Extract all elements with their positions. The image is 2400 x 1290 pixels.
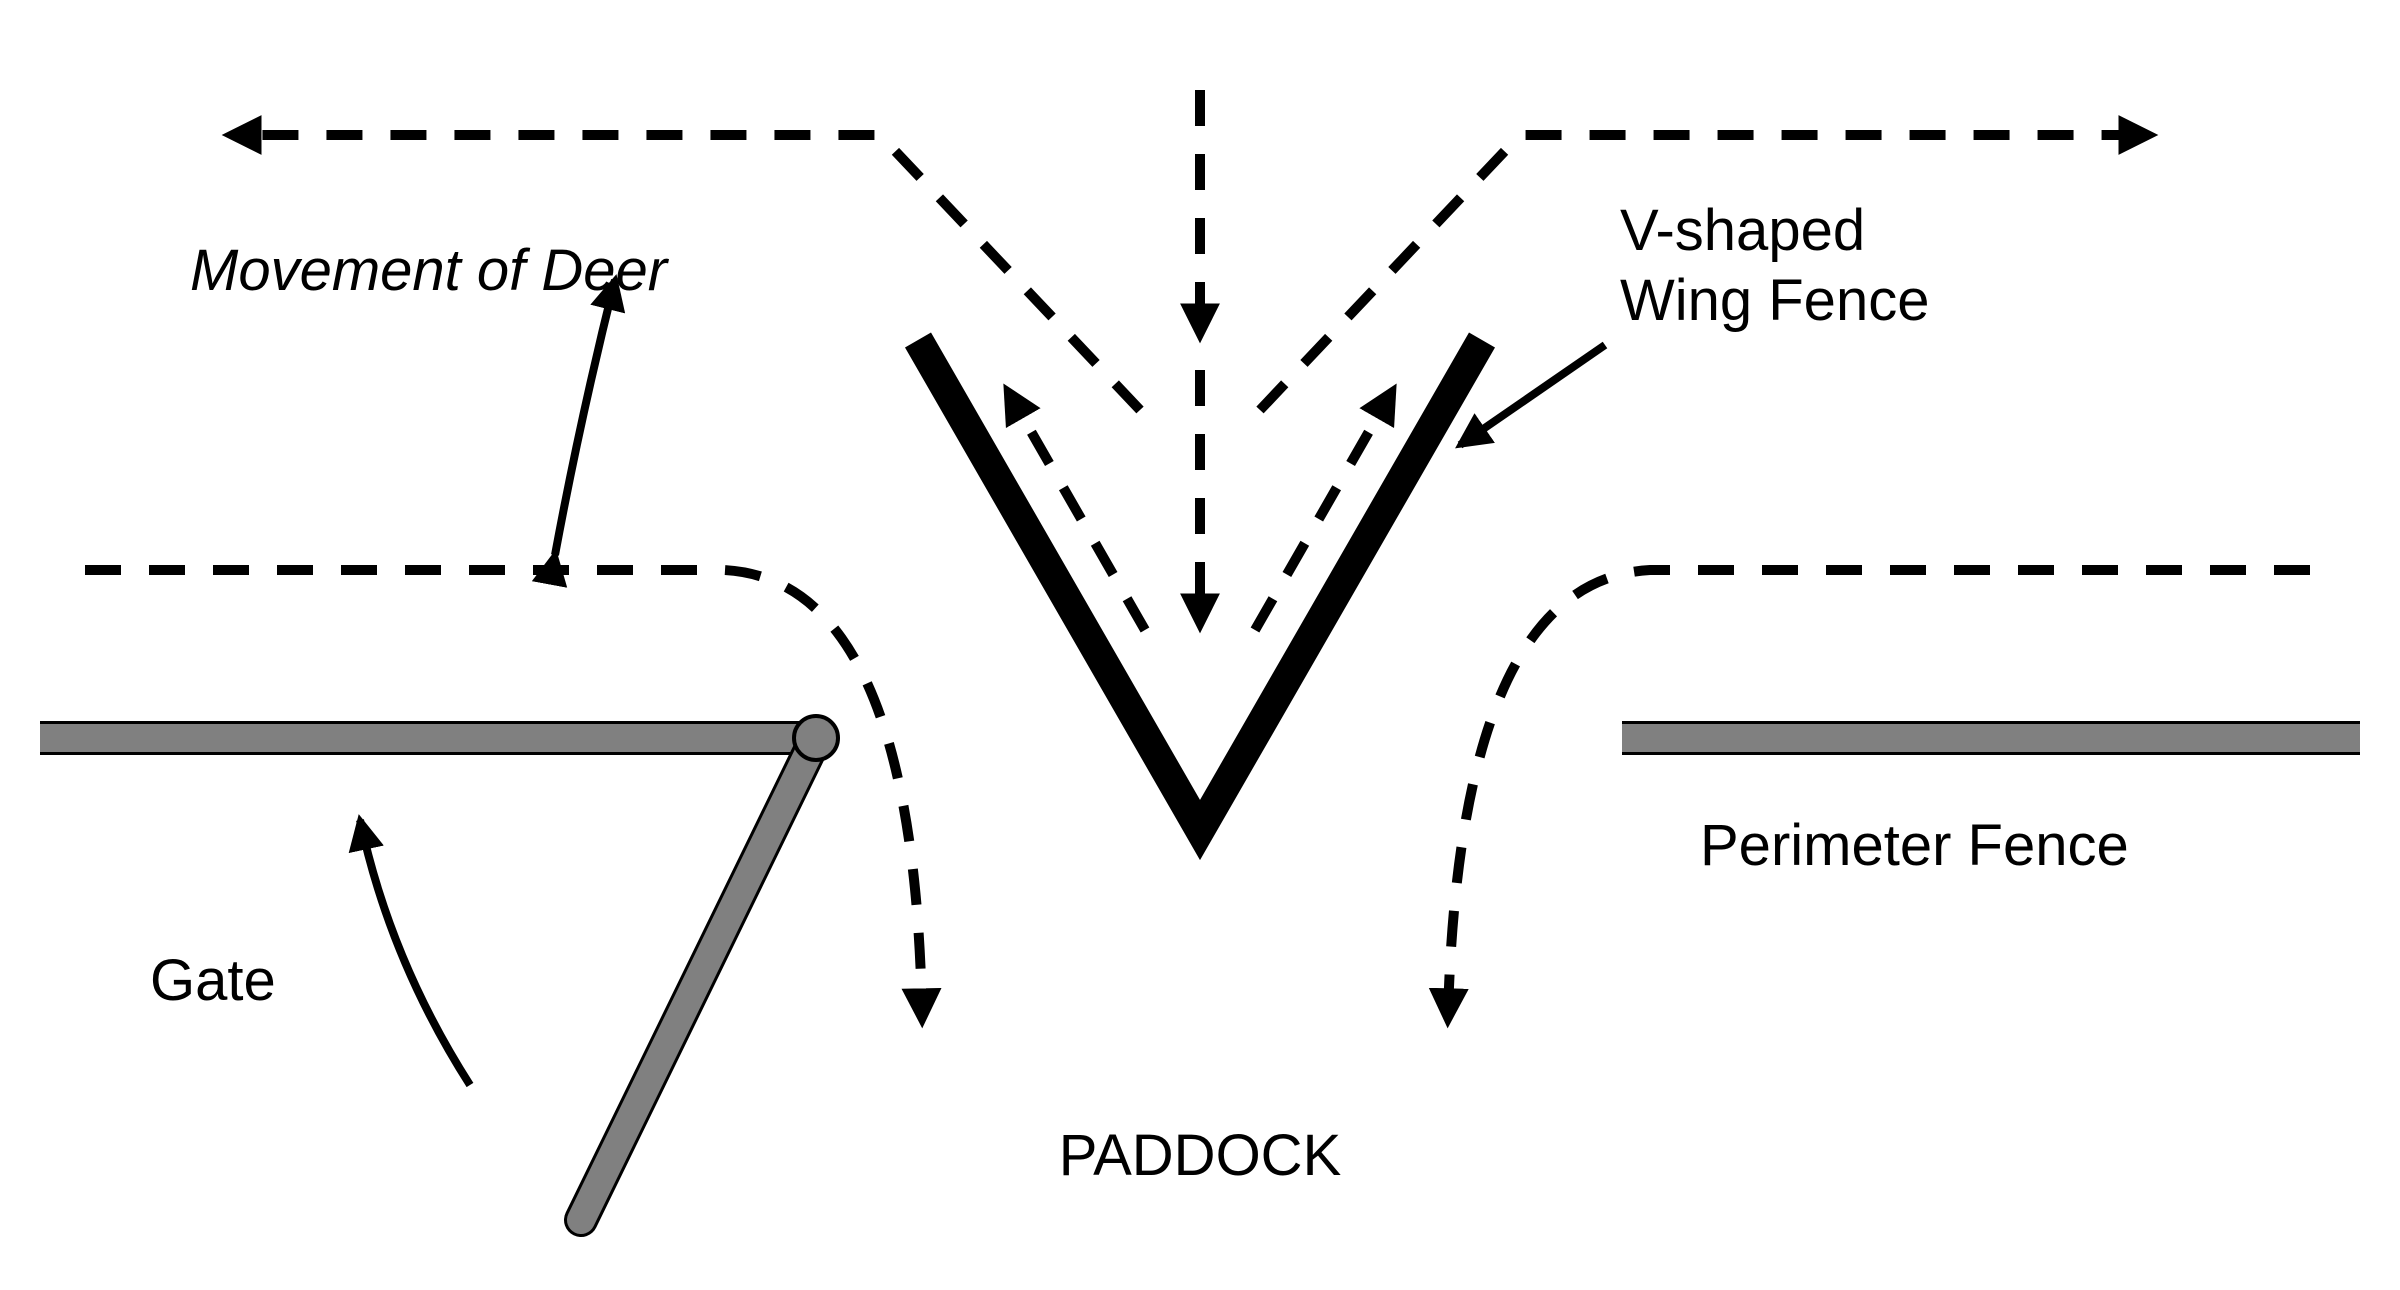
label-wing-fence-line1: V-shaped: [1620, 198, 1865, 263]
gate-hinge: [794, 716, 838, 760]
paddock-diagram: Movement of Deer V-shapedWing Fence Perime…: [0, 0, 2400, 1290]
gate-swing-arrow: [360, 820, 470, 1085]
flow-mid-right: [1448, 570, 2310, 1015]
pointer-movement: [555, 280, 615, 555]
label-perimeter: Perimeter Fence: [1700, 813, 2129, 878]
label-paddock: PADDOCK: [1059, 1123, 1342, 1188]
label-movement: Movement of Deer: [190, 238, 670, 303]
label-wing-fence-line2: Wing Fence: [1620, 268, 1929, 333]
label-gate: Gate: [150, 948, 276, 1013]
